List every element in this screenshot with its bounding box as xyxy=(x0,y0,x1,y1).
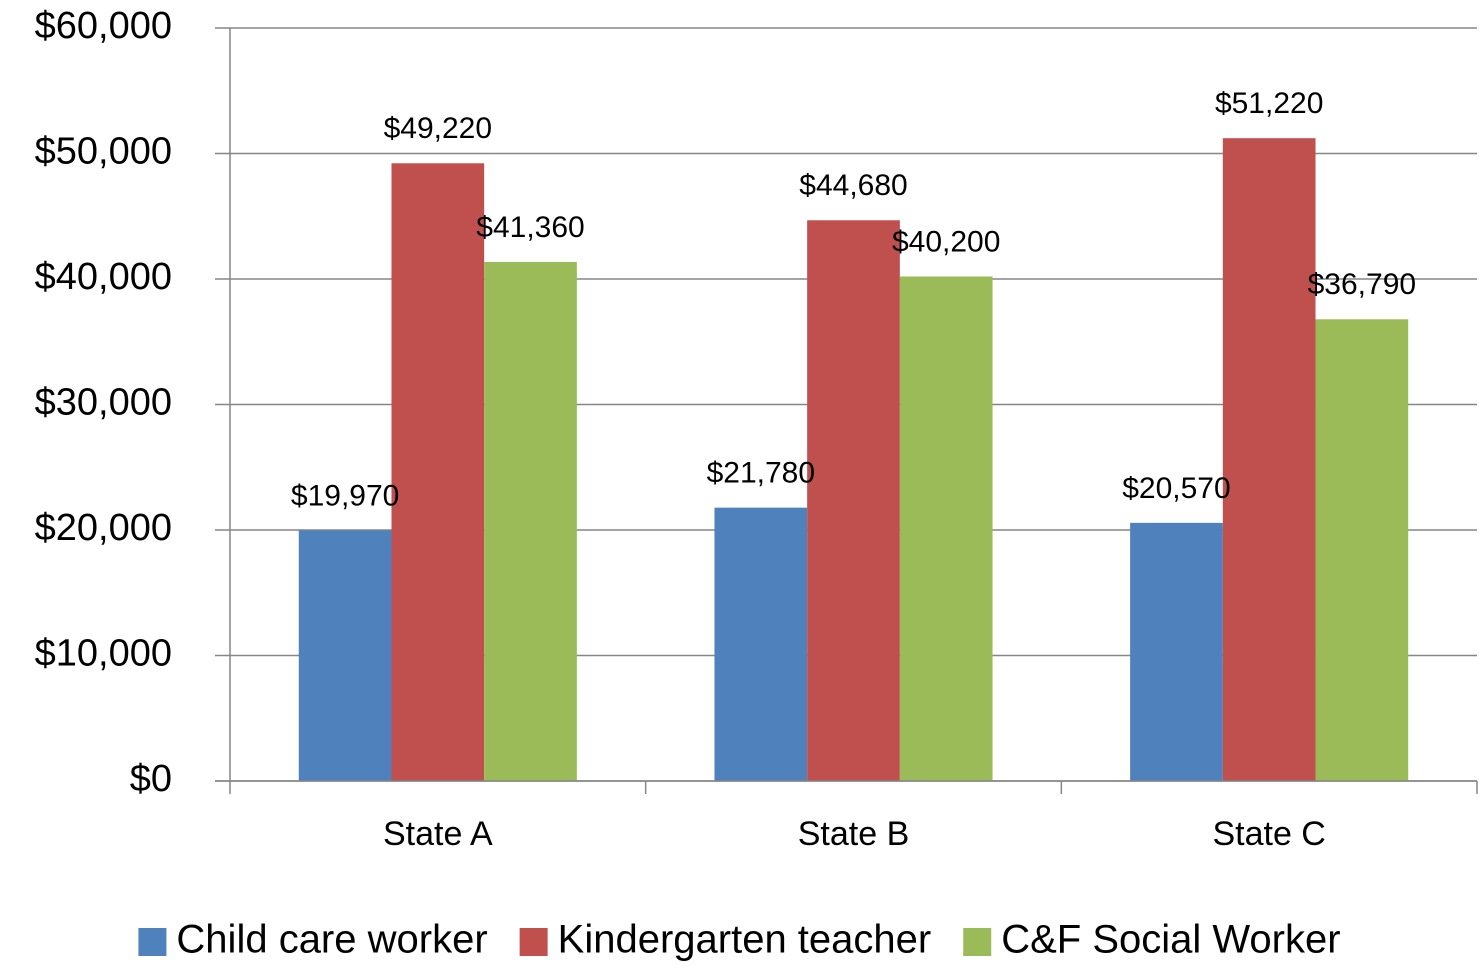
legend-label: Child care worker xyxy=(176,918,487,962)
bar xyxy=(899,276,993,781)
data-label: $44,680 xyxy=(799,169,907,202)
bar xyxy=(1130,522,1223,781)
bar xyxy=(1315,319,1409,781)
legend-label: Kindergarten teacher xyxy=(558,918,932,962)
legend-label: C&F Social Worker xyxy=(1001,918,1340,962)
data-label: $20,570 xyxy=(1122,472,1230,505)
y-tick-label: $60,000 xyxy=(35,5,172,47)
y-tick-label: $40,000 xyxy=(35,256,172,298)
bar xyxy=(807,220,900,782)
data-label: $49,220 xyxy=(384,112,492,145)
data-label: $21,780 xyxy=(707,457,815,490)
x-tick-label: State B xyxy=(798,815,910,853)
legend-swatch xyxy=(519,928,548,956)
y-tick-label: $30,000 xyxy=(35,382,172,424)
bar xyxy=(391,163,485,781)
bar xyxy=(298,530,392,781)
data-label: $36,790 xyxy=(1308,268,1416,301)
data-label: $19,970 xyxy=(291,479,399,512)
y-tick-label: $50,000 xyxy=(35,131,172,173)
data-label: $51,220 xyxy=(1215,87,1323,120)
y-tick-label: $10,000 xyxy=(35,633,172,675)
y-tick-label: $20,000 xyxy=(35,507,172,549)
bar xyxy=(484,261,577,781)
legend-swatch xyxy=(963,928,992,956)
bar xyxy=(714,507,808,781)
bar xyxy=(1222,138,1316,782)
x-tick-label: State C xyxy=(1212,815,1325,853)
legend-swatch xyxy=(138,928,167,956)
data-label: $40,200 xyxy=(892,225,1000,258)
x-tick-label: State A xyxy=(383,815,493,853)
data-label: $41,360 xyxy=(476,211,584,244)
y-tick-label: $0 xyxy=(130,758,172,800)
